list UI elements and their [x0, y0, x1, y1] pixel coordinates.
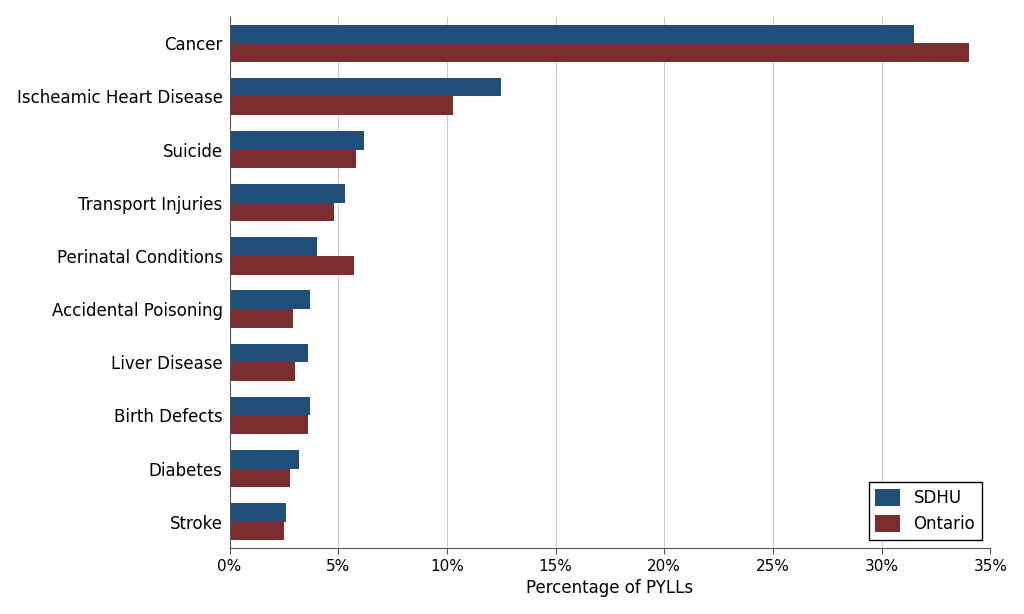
Bar: [229, 290, 310, 309]
Bar: [229, 238, 316, 256]
Bar: [229, 25, 914, 43]
Bar: [229, 96, 454, 115]
Bar: [229, 503, 286, 522]
Bar: [229, 344, 308, 362]
Bar: [229, 203, 334, 222]
Bar: [229, 397, 310, 416]
Bar: [229, 468, 291, 488]
Bar: [229, 131, 365, 150]
Bar: [229, 256, 353, 274]
Bar: [229, 522, 284, 540]
Bar: [229, 150, 355, 168]
Bar: [229, 184, 345, 203]
Bar: [229, 416, 308, 434]
Bar: [229, 43, 969, 62]
Bar: [229, 362, 295, 381]
Bar: [229, 309, 293, 328]
Bar: [229, 78, 502, 96]
Bar: [229, 450, 299, 468]
X-axis label: Percentage of PYLLs: Percentage of PYLLs: [526, 580, 693, 597]
Legend: SDHU, Ontario: SDHU, Ontario: [868, 482, 982, 540]
